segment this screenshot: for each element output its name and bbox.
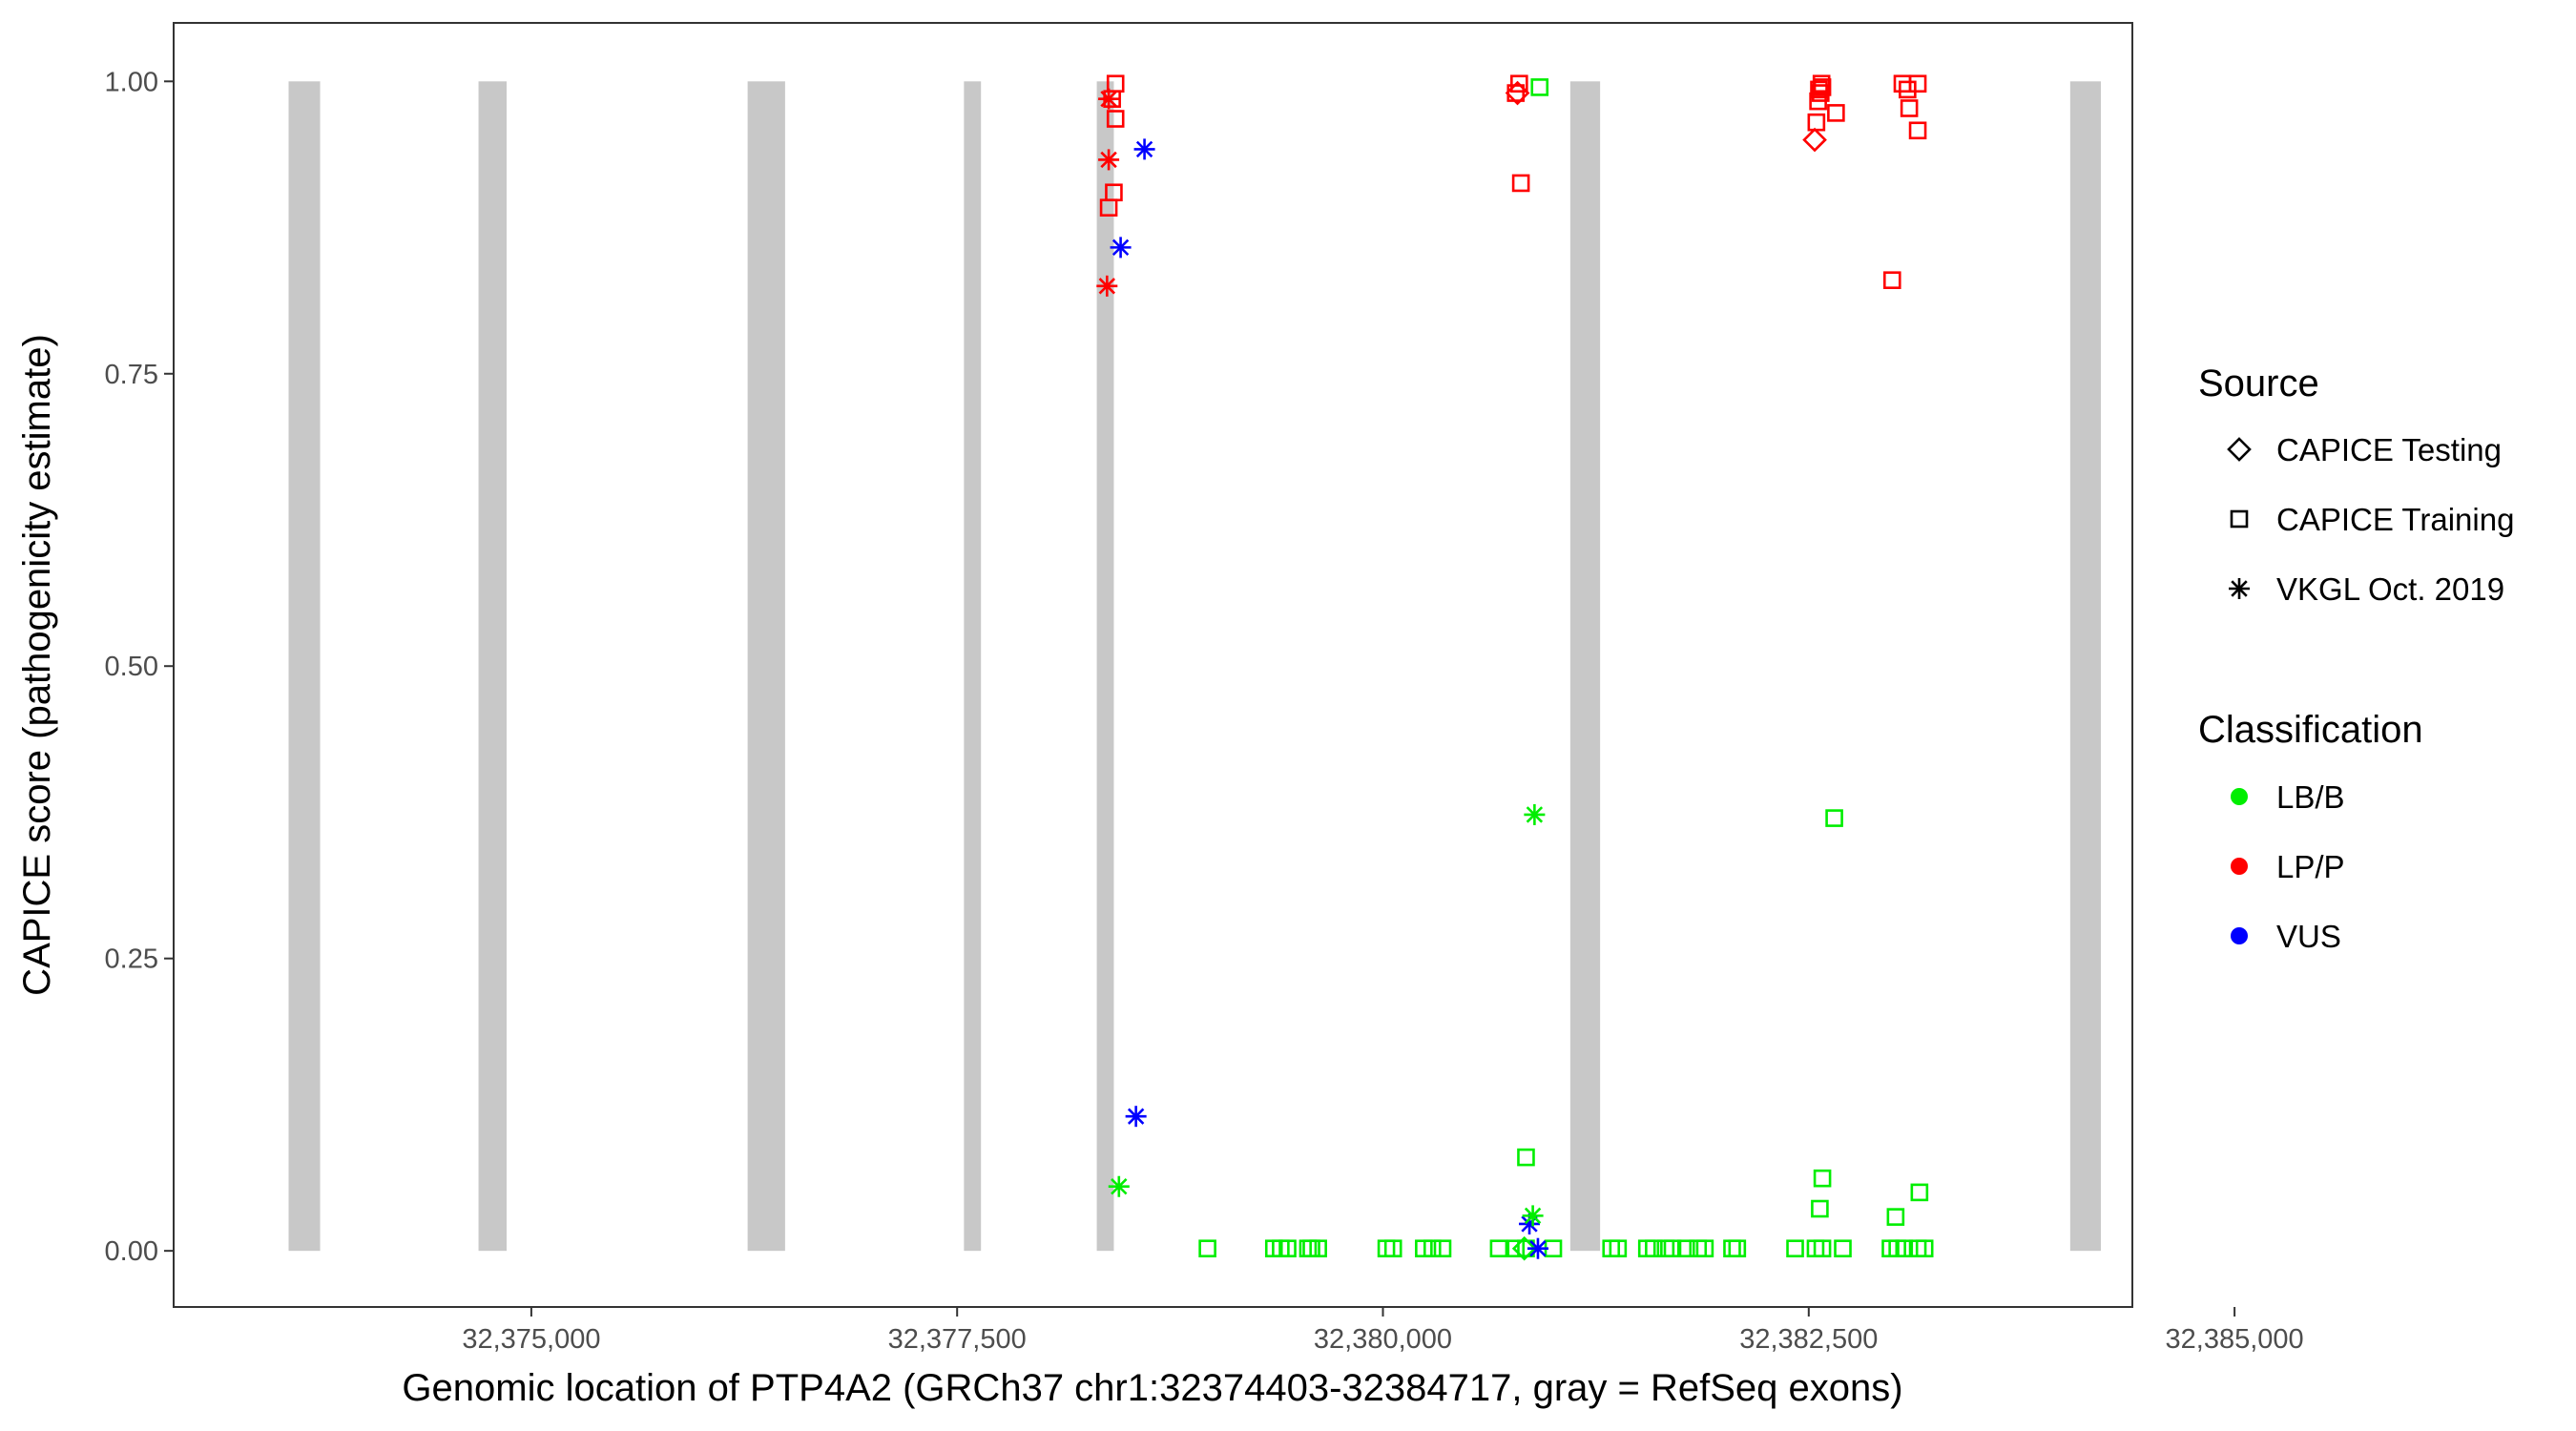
data-point bbox=[1489, 1239, 1508, 1258]
data-point bbox=[1645, 1239, 1663, 1258]
data-point bbox=[1811, 1199, 1829, 1218]
legend-classification-label: VUS bbox=[2276, 919, 2341, 954]
data-point bbox=[1433, 1239, 1452, 1258]
x-tick-label: 32,377,500 bbox=[888, 1324, 1027, 1355]
exon-bar bbox=[747, 81, 785, 1252]
data-point bbox=[1825, 809, 1843, 827]
legend-source-title: Source bbox=[2198, 363, 2319, 404]
x-tick-label: 32,382,500 bbox=[1739, 1324, 1878, 1355]
exon-bar bbox=[1569, 81, 1601, 1252]
data-point bbox=[1910, 1183, 1929, 1202]
plot-panel-border bbox=[173, 22, 2133, 1308]
legend-key-asterisk bbox=[2229, 578, 2250, 599]
exon-layer bbox=[288, 81, 2101, 1252]
legend-classification-items: LB/B LP/P VUS bbox=[2231, 779, 2345, 954]
exon-bar bbox=[1096, 81, 1114, 1252]
data-point bbox=[1383, 1239, 1402, 1258]
data-point bbox=[1309, 1239, 1327, 1258]
legend-classification-label: LP/P bbox=[2276, 849, 2345, 884]
data-point bbox=[1609, 1239, 1628, 1258]
data-point bbox=[1278, 1239, 1297, 1258]
x-tick-label: 32,375,000 bbox=[462, 1324, 600, 1355]
exon-bar bbox=[478, 81, 508, 1252]
data-point bbox=[1899, 80, 1917, 99]
exon-bar bbox=[964, 81, 982, 1252]
data-point bbox=[1813, 1169, 1832, 1188]
data-point bbox=[1802, 127, 1827, 153]
data-point bbox=[1099, 198, 1118, 217]
exon-bar bbox=[288, 81, 321, 1252]
data-point bbox=[1695, 1239, 1714, 1258]
data-point bbox=[1807, 113, 1826, 132]
x-axis-title: Genomic location of PTP4A2 (GRCh37 chr1:… bbox=[402, 1367, 1902, 1409]
data-point bbox=[1106, 110, 1125, 128]
y-tick-label: 0.50 bbox=[105, 652, 158, 682]
data-point bbox=[1809, 92, 1827, 111]
data-point bbox=[1198, 1239, 1216, 1258]
legend-classification-title: Classification bbox=[2198, 709, 2423, 751]
data-point bbox=[1786, 1239, 1804, 1258]
data-point bbox=[1110, 237, 1132, 259]
x-tick-label: 32,385,000 bbox=[2166, 1324, 2304, 1355]
data-point bbox=[1522, 1205, 1544, 1227]
y-tick-label: 0.75 bbox=[105, 360, 158, 390]
data-point bbox=[1098, 88, 1120, 110]
data-point bbox=[1908, 121, 1927, 140]
y-tick-label: 0.00 bbox=[105, 1236, 158, 1267]
x-tick-label: 32,380,000 bbox=[1314, 1324, 1452, 1355]
data-point bbox=[1524, 803, 1546, 825]
data-point bbox=[1527, 1237, 1548, 1259]
data-point bbox=[1133, 138, 1155, 160]
data-point bbox=[1108, 1175, 1130, 1197]
data-point bbox=[1728, 1239, 1747, 1258]
data-point bbox=[1663, 1239, 1682, 1258]
data-point bbox=[1506, 1239, 1526, 1258]
legend-key-square bbox=[2230, 509, 2249, 529]
data-point bbox=[1882, 271, 1901, 289]
legend-classification-label: LB/B bbox=[2276, 779, 2345, 815]
legend-source-items: CAPICE Testing CAPICE Training VKGL Oct. 2… bbox=[2227, 432, 2514, 607]
data-point bbox=[1886, 1208, 1905, 1226]
point-layer bbox=[1096, 74, 1934, 1261]
y-tick-label: 1.00 bbox=[105, 67, 158, 97]
data-point bbox=[1895, 1239, 1914, 1258]
data-point bbox=[1813, 1239, 1832, 1258]
data-point bbox=[1834, 1239, 1852, 1258]
legend-key-dot bbox=[2231, 927, 2248, 944]
data-point bbox=[1510, 74, 1528, 93]
legend-key-dot bbox=[2231, 788, 2248, 805]
axis-layer: 32,375,000 32,377,500 32,380,000 32,382,500… bbox=[105, 67, 2304, 1355]
legend-key-dot bbox=[2231, 858, 2248, 875]
data-point bbox=[1125, 1106, 1147, 1128]
data-point bbox=[1096, 275, 1118, 297]
data-point bbox=[1530, 78, 1549, 96]
legend-source-label: VKGL Oct. 2019 bbox=[2276, 571, 2504, 607]
data-point bbox=[1827, 104, 1845, 122]
exon-bar bbox=[2069, 81, 2101, 1252]
y-axis-title: CAPICE score (pathogenicity estimate) bbox=[16, 334, 58, 996]
data-point bbox=[1908, 74, 1927, 93]
y-tick-label: 0.25 bbox=[105, 944, 158, 975]
data-point bbox=[1511, 174, 1530, 193]
legend-key-diamond bbox=[2227, 437, 2252, 462]
data-point bbox=[1517, 1148, 1535, 1167]
legend: Source CAPICE Testing CAPICE Training VKGL… bbox=[2198, 363, 2514, 954]
data-point bbox=[1915, 1239, 1934, 1258]
data-point bbox=[1810, 80, 1828, 99]
data-point bbox=[1098, 149, 1120, 171]
legend-source-label: CAPICE Testing bbox=[2276, 432, 2502, 467]
legend-source-label: CAPICE Training bbox=[2276, 502, 2514, 537]
data-point bbox=[1676, 1239, 1695, 1258]
data-point bbox=[1423, 1239, 1442, 1258]
data-point bbox=[1900, 99, 1919, 117]
data-point bbox=[1506, 84, 1526, 102]
